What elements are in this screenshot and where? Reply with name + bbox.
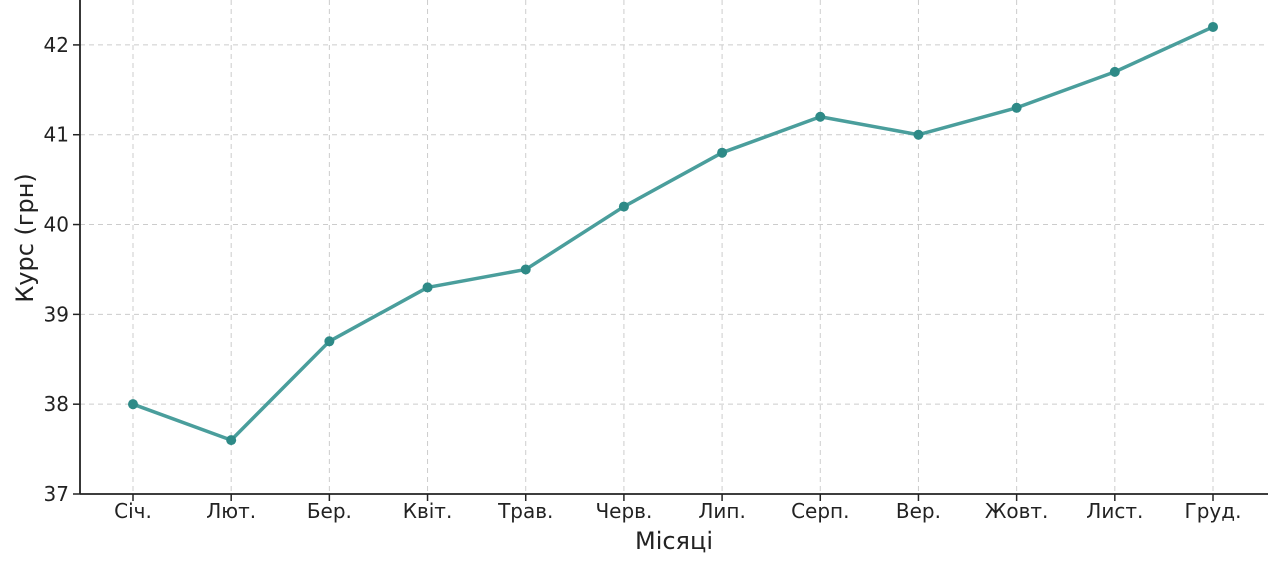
tick-labels: 37 38 39 40 41 42 Січ. Лют. Бер. Квіт. Трав. Черв. Л… <box>44 33 1242 523</box>
x-tick-label: Лист. <box>1086 499 1143 523</box>
data-point <box>1109 66 1120 77</box>
series-layer <box>128 21 1218 446</box>
x-tick-label: Січ. <box>114 499 152 523</box>
data-point <box>422 282 433 293</box>
y-tick-label: 38 <box>44 392 69 416</box>
x-tick-label: Серп. <box>791 499 849 523</box>
x-tick-label: Трав. <box>497 499 553 523</box>
data-point <box>226 435 237 446</box>
x-tick-label: Квіт. <box>403 499 453 523</box>
data-point <box>1208 21 1218 32</box>
data-point <box>1011 102 1022 113</box>
data-point <box>324 336 335 347</box>
y-tick-label: 39 <box>44 302 69 326</box>
data-point <box>520 264 531 275</box>
x-tick-label: Лют. <box>206 499 256 523</box>
data-point <box>913 129 924 140</box>
series-line <box>131 25 1215 442</box>
x-tick-label: Черв. <box>595 499 652 523</box>
y-tick-label: 41 <box>44 123 69 147</box>
data-point <box>128 399 138 410</box>
axes <box>73 0 1268 501</box>
x-tick-label: Лип. <box>698 499 745 523</box>
grid <box>80 0 1268 494</box>
x-tick-label: Вер. <box>896 499 941 523</box>
y-tick-label: 40 <box>44 213 69 237</box>
data-point <box>618 201 629 212</box>
y-axis-title: Курс (грн) <box>11 173 39 303</box>
data-point <box>815 111 826 122</box>
x-tick-label: Жовт. <box>985 499 1049 523</box>
x-tick-label: Бер. <box>307 499 352 523</box>
y-tick-label: 37 <box>44 482 69 506</box>
data-point <box>717 147 728 158</box>
x-axis-title: Місяці <box>635 527 713 555</box>
x-tick-label: Груд. <box>1185 499 1242 523</box>
y-tick-label: 42 <box>44 33 69 57</box>
